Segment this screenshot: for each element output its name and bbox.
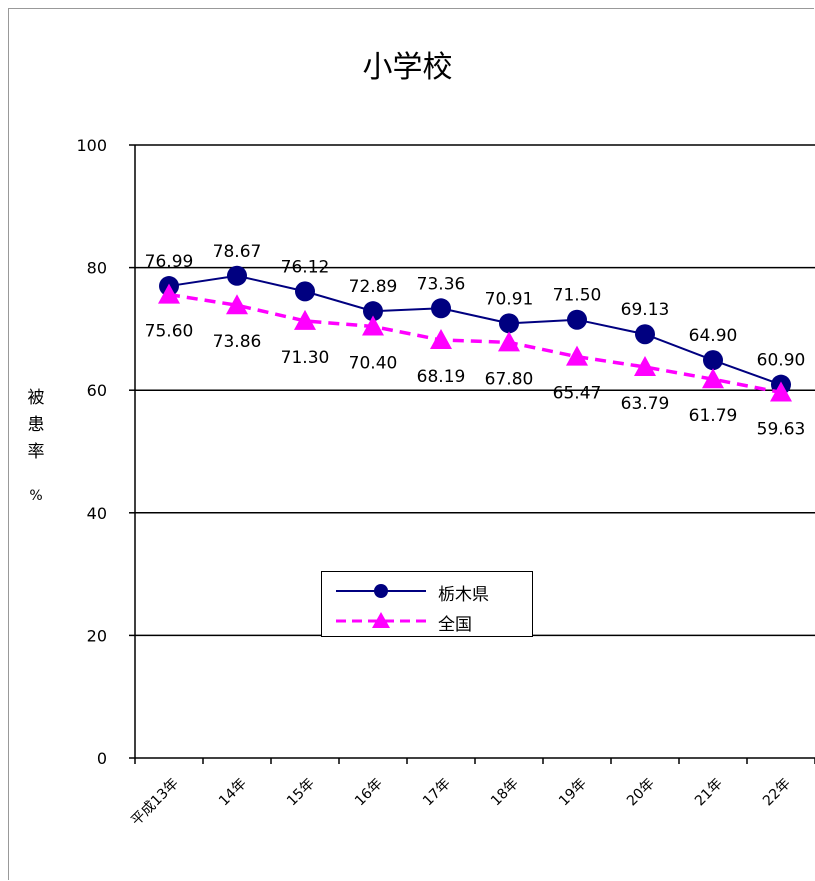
data-label-1: 75.60 <box>145 322 194 342</box>
data-label-1: 68.19 <box>417 367 466 387</box>
y-tick-label: 60 <box>87 381 107 400</box>
y-tick-label: 100 <box>76 136 107 155</box>
data-point-1 <box>158 283 180 304</box>
data-point-0 <box>363 301 383 322</box>
legend-item-national: 全国 <box>322 608 532 635</box>
x-tick-label: 15年 <box>284 776 318 810</box>
y-tick-label: 40 <box>87 504 107 523</box>
x-tick-label: 平成13年 <box>128 776 182 830</box>
y-tick-label: 20 <box>87 626 107 645</box>
data-label-0: 76.12 <box>281 257 330 277</box>
data-label-1: 61.79 <box>689 406 738 426</box>
data-label-0: 73.36 <box>417 274 466 294</box>
data-point-1 <box>294 309 316 330</box>
series-line-1 <box>168 292 782 395</box>
x-tick-label: 18年 <box>488 776 522 810</box>
data-label-1: 73.86 <box>213 332 262 352</box>
x-tick-label: 22年 <box>760 776 794 810</box>
y-axis-label: 被患率 <box>27 388 45 462</box>
data-point-0 <box>567 309 587 330</box>
data-label-1: 59.63 <box>757 419 806 439</box>
x-tick-label: 20年 <box>624 776 658 810</box>
legend-label-tochigi: 栃木県 <box>438 585 489 605</box>
data-label-0: 69.13 <box>621 300 670 320</box>
x-tick-label: 14年 <box>216 776 250 810</box>
data-label-0: 78.67 <box>213 242 262 262</box>
series-line-0 <box>168 274 782 386</box>
data-label-1: 63.79 <box>621 394 670 414</box>
data-label-0: 71.50 <box>553 286 602 306</box>
data-point-1 <box>566 345 588 366</box>
data-label-0: 76.99 <box>145 252 194 272</box>
legend-marker-national <box>336 612 426 628</box>
data-label-1: 67.80 <box>485 369 534 389</box>
data-point-0 <box>703 350 723 371</box>
x-tick-label: 17年 <box>420 776 454 810</box>
data-label-1: 65.47 <box>553 384 602 404</box>
data-point-0 <box>635 324 655 345</box>
legend-marker-tochigi <box>336 584 426 598</box>
data-label-1: 71.30 <box>281 348 330 368</box>
data-point-1 <box>498 331 520 352</box>
data-point-1 <box>362 315 384 336</box>
data-point-0 <box>227 265 247 286</box>
y-axis-unit: % <box>29 488 43 504</box>
data-point-1 <box>770 381 792 402</box>
data-point-1 <box>634 355 656 376</box>
data-label-0: 60.90 <box>757 351 806 371</box>
data-point-1 <box>226 294 248 315</box>
data-point-1 <box>702 368 724 389</box>
data-point-0 <box>295 281 315 302</box>
legend: 栃木県 全国 <box>321 571 533 637</box>
x-tick-label: 19年 <box>556 776 590 810</box>
x-tick-label: 21年 <box>692 776 726 810</box>
legend-label-national: 全国 <box>438 615 472 635</box>
chart-title: 小学校 <box>362 50 453 85</box>
data-point-0 <box>499 313 519 334</box>
data-label-1: 70.40 <box>349 353 398 373</box>
y-tick-label: 0 <box>97 749 107 768</box>
data-label-0: 70.91 <box>485 289 534 309</box>
data-point-1 <box>430 328 452 349</box>
data-point-0 <box>431 298 451 319</box>
y-tick-label: 80 <box>87 259 107 278</box>
legend-item-tochigi: 栃木県 <box>322 578 532 605</box>
data-label-0: 72.89 <box>349 277 398 297</box>
data-label-0: 64.90 <box>689 326 738 346</box>
x-tick-label: 16年 <box>352 776 386 810</box>
chart-frame <box>8 8 814 880</box>
